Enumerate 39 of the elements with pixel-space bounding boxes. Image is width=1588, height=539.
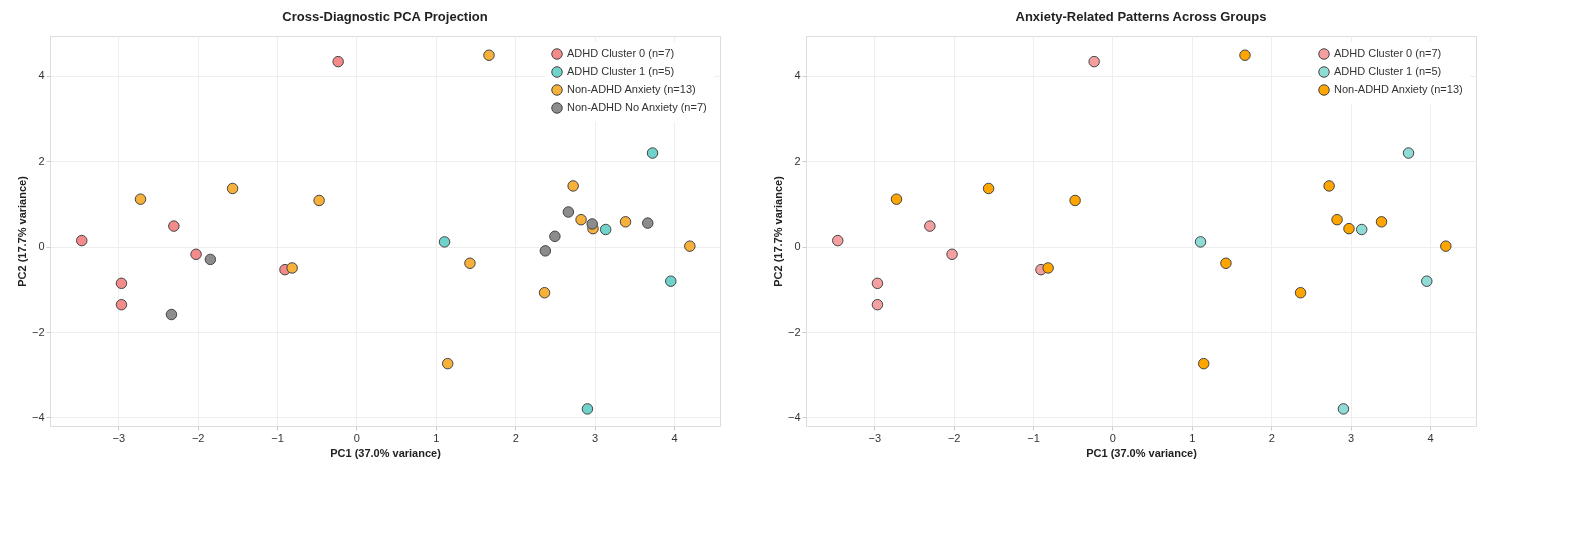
y-tick-label: 2 [38,154,45,167]
x-tick-label: −3 [112,431,126,444]
x-tick-label: 2 [1268,431,1275,444]
y-axis-title: PC2 (17.7% variance) [771,175,784,287]
legend-label: Non-ADHD No Anxiety (n=7) [567,101,707,113]
x-tick-label: 4 [671,431,678,444]
legend-label: ADHD Cluster 0 (n=7) [1334,47,1442,59]
y-tick-label: 0 [794,240,801,253]
chart-title: Anxiety-Related Patterns Across Groups [1015,9,1267,24]
x-tick-label: −3 [868,431,882,444]
legend-label: ADHD Cluster 1 (n=5) [1334,65,1442,77]
x-axis-title: PC1 (37.0% variance) [1086,446,1198,459]
x-tick-label: 0 [1109,431,1116,444]
legend-label: ADHD Cluster 1 (n=5) [567,65,675,77]
y-tick-label: 4 [38,69,45,82]
y-tick-label: −2 [31,325,45,338]
y-tick-label: 4 [794,69,801,82]
chart-title: Cross-Diagnostic PCA Projection [282,9,488,24]
x-tick-label: −1 [271,431,284,444]
x-tick-label: 2 [512,431,519,444]
legend-label: ADHD Cluster 0 (n=7) [567,47,675,59]
x-axis-title: PC1 (37.0% variance) [330,446,442,459]
x-tick-label: 4 [1427,431,1434,444]
y-tick-label: −2 [787,325,801,338]
x-tick-label: 0 [353,431,360,444]
x-tick-label: 3 [592,431,599,444]
x-tick-label: 1 [1189,431,1196,444]
x-tick-label: −2 [191,431,205,444]
x-tick-label: −2 [947,431,961,444]
y-tick-label: −4 [787,410,801,423]
legend-label: Non-ADHD Anxiety (n=13) [567,83,696,95]
y-axis-title: PC2 (17.7% variance) [15,175,28,287]
y-tick-label: 0 [38,240,45,253]
y-tick-label: −4 [31,410,45,423]
x-tick-label: −1 [1027,431,1040,444]
x-tick-label: 1 [433,431,440,444]
y-tick-label: 2 [794,154,801,167]
legend-label: Non-ADHD Anxiety (n=13) [1334,83,1463,95]
x-tick-label: 3 [1348,431,1355,444]
